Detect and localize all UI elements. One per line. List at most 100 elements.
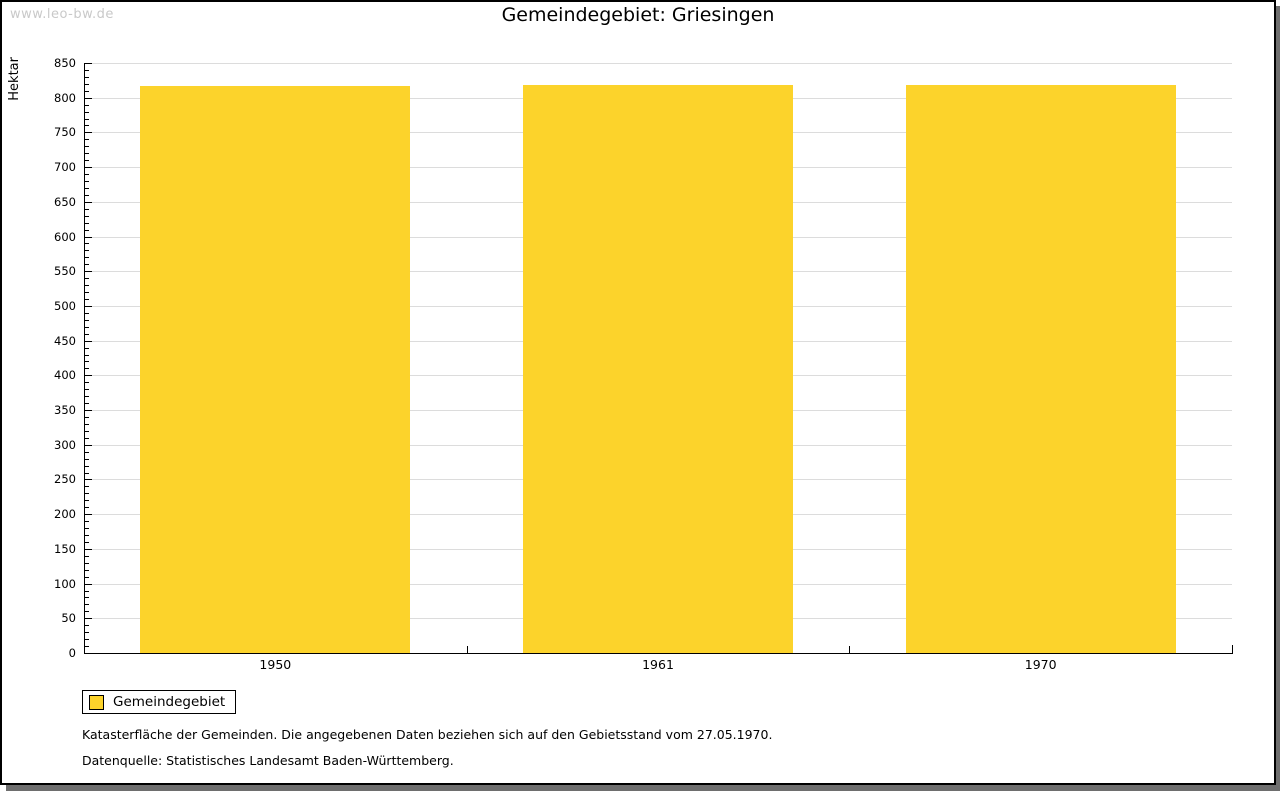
- y-minor-tick: [85, 417, 89, 418]
- y-tick-label: 650: [54, 194, 76, 209]
- page-shadow-bottom: [6, 785, 1280, 791]
- y-minor-tick: [85, 625, 89, 627]
- y-tick-label: 200: [54, 507, 76, 522]
- y-tick-label: 550: [54, 264, 76, 279]
- y-minor-tick: [85, 507, 89, 509]
- y-major-tick: [85, 63, 92, 64]
- y-minor-tick: [85, 403, 89, 405]
- y-major-tick: [85, 375, 92, 377]
- x-axis-end-tick: [1232, 645, 1233, 653]
- y-major-tick: [85, 410, 92, 412]
- y-minor-tick: [85, 243, 89, 245]
- y-minor-tick: [85, 354, 89, 356]
- y-minor-tick: [85, 500, 89, 502]
- x-tick-label: 1961: [642, 657, 674, 672]
- y-minor-tick: [85, 493, 89, 495]
- y-minor-tick: [85, 569, 89, 571]
- watermark: www.leo-bw.de: [10, 7, 114, 22]
- y-minor-tick: [85, 187, 89, 189]
- y-minor-tick: [85, 222, 89, 224]
- y-tick-label: 800: [54, 90, 76, 105]
- y-minor-tick: [85, 312, 89, 314]
- y-minor-tick: [85, 76, 89, 78]
- y-minor-tick: [85, 319, 89, 321]
- y-major-tick: [85, 548, 92, 550]
- y-tick-label: 350: [54, 403, 76, 418]
- y-minor-tick: [85, 486, 89, 488]
- y-minor-tick: [85, 160, 89, 162]
- y-minor-tick: [85, 389, 89, 391]
- y-minor-tick: [85, 437, 89, 439]
- y-minor-tick: [85, 174, 89, 176]
- y-minor-tick: [85, 292, 89, 294]
- y-minor-tick: [85, 278, 89, 280]
- y-tick-label: 450: [54, 333, 76, 348]
- x-tick-label: 1950: [259, 657, 292, 672]
- y-tick-label: 400: [54, 368, 76, 383]
- y-major-tick: [85, 583, 92, 585]
- y-major-tick: [85, 132, 92, 134]
- y-axis-label: Hektar: [7, 57, 22, 101]
- y-minor-tick: [85, 458, 89, 460]
- y-major-tick: [85, 618, 92, 620]
- y-minor-tick: [85, 229, 89, 231]
- y-minor-tick: [85, 333, 89, 335]
- y-major-tick: [85, 653, 92, 654]
- y-minor-tick: [85, 430, 89, 432]
- y-minor-tick: [85, 611, 89, 613]
- y-minor-tick: [85, 604, 89, 606]
- y-minor-tick: [85, 646, 89, 648]
- category-boundary-tick: [849, 646, 850, 653]
- bar-1961: [523, 85, 793, 653]
- y-minor-tick: [85, 562, 89, 564]
- y-tick-label: 150: [54, 541, 76, 556]
- y-minor-tick: [85, 639, 89, 641]
- y-minor-tick: [85, 396, 89, 398]
- y-major-tick: [85, 97, 92, 99]
- footnote-source: Datenquelle: Statistisches Landesamt Bad…: [82, 753, 454, 768]
- y-minor-tick: [85, 451, 89, 453]
- y-minor-tick: [85, 326, 89, 328]
- y-tick-label: 250: [54, 472, 76, 487]
- y-minor-tick: [85, 555, 89, 557]
- y-minor-tick: [85, 472, 89, 474]
- gridline: [84, 63, 1232, 64]
- y-minor-tick: [85, 285, 89, 287]
- y-minor-tick: [85, 465, 89, 467]
- y-tick-label: 100: [54, 576, 76, 591]
- y-minor-tick: [85, 535, 89, 536]
- y-major-tick: [85, 340, 92, 342]
- y-minor-tick: [85, 590, 89, 592]
- legend-box: Gemeindegebiet: [82, 690, 237, 714]
- y-minor-tick: [85, 597, 89, 599]
- y-minor-tick: [85, 111, 89, 113]
- y-minor-tick: [85, 181, 89, 182]
- y-minor-tick: [85, 528, 89, 530]
- y-minor-tick: [85, 632, 89, 634]
- y-axis-line: [84, 63, 85, 653]
- y-tick-label: 500: [54, 298, 76, 313]
- y-major-tick: [85, 305, 92, 307]
- y-minor-tick: [85, 576, 89, 578]
- y-minor-tick: [85, 139, 89, 141]
- y-minor-tick: [85, 423, 89, 425]
- y-tick-label: 850: [54, 56, 76, 70]
- y-minor-tick: [85, 347, 89, 349]
- y-tick-label: 300: [54, 437, 76, 452]
- y-major-tick: [85, 444, 92, 446]
- y-minor-tick: [85, 208, 89, 210]
- y-tick-label: 0: [68, 646, 76, 660]
- y-minor-tick: [85, 104, 89, 106]
- x-tick-label: 1970: [1024, 657, 1057, 672]
- y-major-tick: [85, 201, 92, 203]
- footnote-description: Katasterfläche der Gemeinden. Die angege…: [82, 727, 773, 742]
- y-major-tick: [85, 479, 92, 481]
- y-tick-label: 600: [54, 229, 76, 244]
- bar-1950: [140, 85, 411, 653]
- y-minor-tick: [85, 153, 89, 155]
- x-axis-line: [84, 653, 1233, 654]
- y-minor-tick: [85, 521, 89, 523]
- y-minor-tick: [85, 69, 89, 71]
- legend-label: Gemeindegebiet: [113, 694, 226, 710]
